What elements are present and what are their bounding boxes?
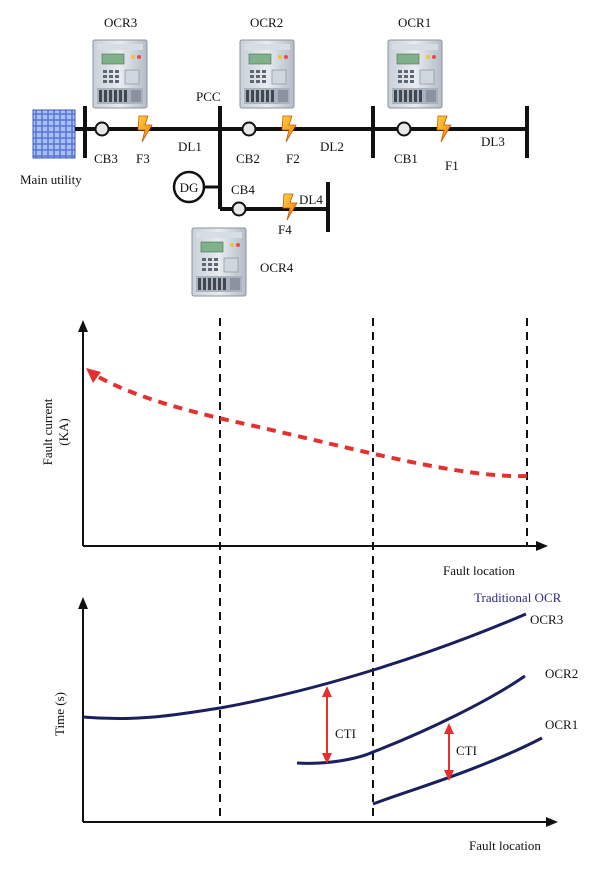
ocr3-curve (82, 612, 527, 721)
dl1-label: DL1 (178, 139, 202, 154)
main-utility-block (32, 109, 76, 159)
fault-current-curve (94, 373, 528, 479)
ocr4-relay-device (191, 227, 247, 297)
fc-ylabel: Fault current (KA) (40, 398, 71, 465)
alignment-guides (219, 318, 528, 822)
time-xlabel: Fault location (469, 838, 541, 853)
fc-ylabel-line2: (KA) (56, 418, 71, 445)
cb4-breaker (231, 201, 247, 217)
fault-current-plot: Fault current (KA) Fault location (40, 320, 548, 578)
time-ylabel-group: Time (s) (52, 692, 67, 736)
ocr2-label: OCR2 (250, 15, 283, 30)
fc-ylabel-line1: Fault current (40, 398, 55, 465)
ocr3-curve-label: OCR3 (530, 612, 563, 627)
cti-arrow-ocr2-ocr1 (444, 723, 454, 781)
fault-f4-icon (282, 193, 298, 221)
ocr2-relay-device (239, 39, 295, 109)
time-y-axis-arrow (78, 597, 88, 609)
ocr2-curve-label: OCR2 (545, 666, 578, 681)
fault-f2-icon (281, 115, 297, 143)
ocr1-relay-device (387, 39, 443, 109)
ocr4-label: OCR4 (260, 260, 294, 275)
fc-xlabel: Fault location (443, 563, 515, 578)
dl4-label: DL4 (299, 192, 323, 207)
time-ylabel: Time (s) (52, 692, 67, 736)
pcc-label: PCC (196, 89, 221, 104)
fc-x-axis-arrow (536, 541, 548, 551)
fault-f3-icon (137, 115, 153, 143)
f2-label: F2 (286, 151, 300, 166)
ocr1-curve-label: OCR1 (545, 717, 578, 732)
cb3-breaker (94, 121, 110, 137)
cb2-label: CB2 (236, 151, 260, 166)
dl2-label: DL2 (320, 139, 344, 154)
fault-f1-icon (436, 115, 452, 143)
dg-label: DG (180, 180, 199, 195)
cb4-label: CB4 (231, 182, 255, 197)
dg-generator-icon (172, 170, 206, 204)
f3-label: F3 (136, 151, 150, 166)
cti-label-lower: CTI (456, 743, 477, 758)
cb3-label: CB3 (94, 151, 118, 166)
fault-current-arrowhead (86, 368, 101, 383)
ocr3-relay-device (92, 39, 148, 109)
cb1-label: CB1 (394, 151, 418, 166)
fc-y-axis-arrow (78, 320, 88, 332)
f4-label: F4 (278, 222, 292, 237)
time-x-axis-arrow (546, 817, 558, 827)
cti-arrow-ocr3-ocr2 (322, 686, 332, 764)
ocr2-curve (296, 674, 526, 765)
dl3-label: DL3 (481, 134, 505, 149)
time-plot: Traditional OCR OCR3 OCR2 OCR1 CTI CTI T… (52, 590, 578, 853)
cti-label-upper: CTI (335, 726, 356, 741)
single-line-diagram: OCR3 OCR2 OCR1 OCR4 Main utility PCC CB3… (20, 15, 529, 297)
time-legend: Traditional OCR (474, 590, 562, 605)
ocr1-label: OCR1 (398, 15, 431, 30)
main-utility-label: Main utility (20, 172, 82, 187)
cb2-breaker (241, 121, 257, 137)
cb1-breaker (396, 121, 412, 137)
f1-label: F1 (445, 158, 459, 173)
ocr3-label: OCR3 (104, 15, 137, 30)
